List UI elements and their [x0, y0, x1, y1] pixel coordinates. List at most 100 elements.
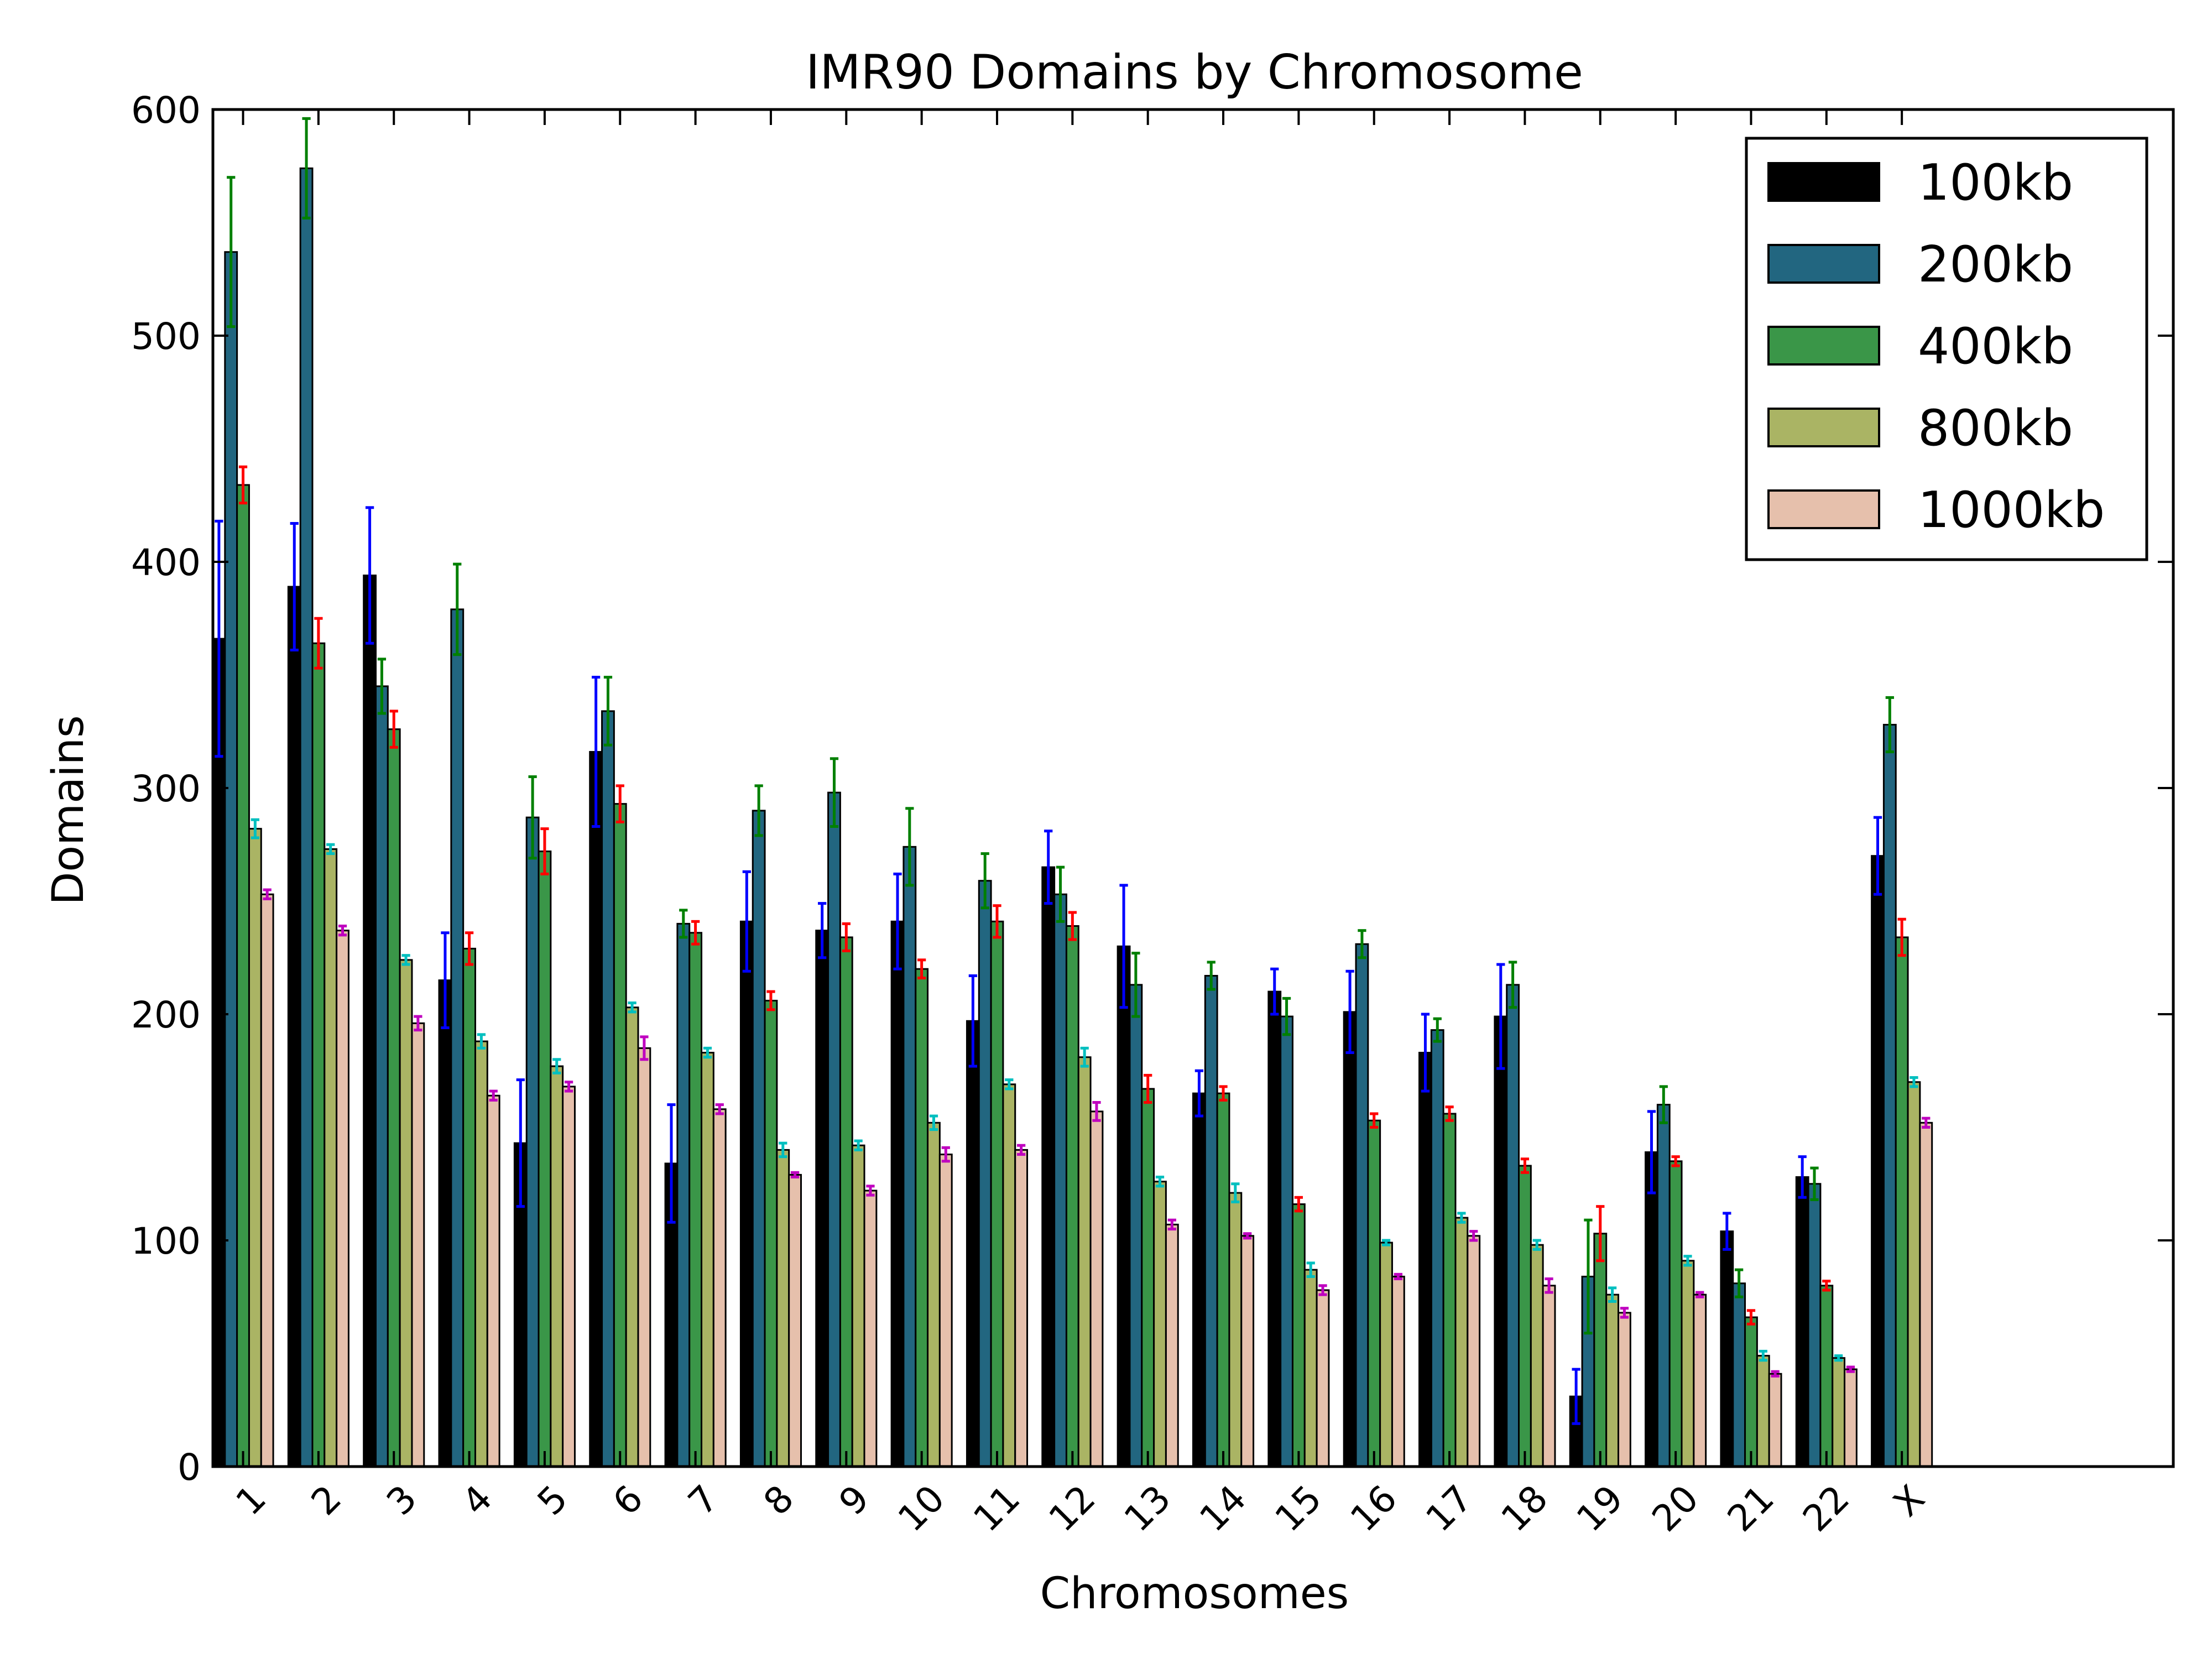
error-bar-400kb-chr19: [1596, 1205, 1605, 1262]
error-bar-100kb-chr5: [516, 1078, 525, 1208]
bar-200kb-chr18: [1506, 984, 1520, 1468]
bar-800kb-chr14: [1228, 1192, 1243, 1468]
error-bar-200kb-chr4: [453, 562, 462, 656]
error-bar-200kb-chr19: [1584, 1218, 1593, 1335]
x-tick-label: 15: [1267, 1477, 1330, 1540]
bar-100kb-chr18: [1494, 1015, 1508, 1468]
x-tick-label: 5: [529, 1477, 576, 1524]
bar-100kb-chr20: [1645, 1151, 1658, 1468]
bar-800kb-chrX: [1907, 1081, 1921, 1468]
bar-200kb-chr9: [827, 791, 841, 1468]
error-bar-1000kb-chr7: [715, 1103, 724, 1115]
error-bar-200kb-chr8: [754, 784, 763, 837]
error-bar-200kb-chr5: [528, 775, 537, 860]
x-tick-label: 8: [755, 1477, 802, 1524]
x-tick-label: 12: [1041, 1477, 1104, 1540]
bar-1000kb-chr13: [1165, 1223, 1179, 1468]
bar-400kb-chr16: [1367, 1119, 1381, 1468]
x-tick-label: X: [1885, 1477, 1933, 1525]
error-bars-layer: [215, 117, 1931, 1425]
error-bar-200kb-chr21: [1735, 1268, 1744, 1298]
bar-200kb-chr1: [224, 251, 238, 1468]
bar-100kb-chr13: [1117, 945, 1131, 1468]
bar-800kb-chr9: [851, 1144, 865, 1468]
bar-200kb-chr11: [978, 880, 992, 1468]
error-bar-800kb-chr9: [854, 1139, 863, 1151]
bar-1000kb-chr14: [1240, 1235, 1255, 1468]
error-bar-100kb-chr20: [1647, 1110, 1656, 1194]
error-bar-800kb-chr20: [1683, 1255, 1692, 1267]
bar-200kb-chr5: [525, 816, 540, 1468]
bar-800kb-chr15: [1303, 1269, 1318, 1468]
bar-400kb-chr17: [1442, 1113, 1457, 1468]
error-bar-400kb-chr5: [540, 827, 549, 875]
error-bar-800kb-chr16: [1381, 1239, 1391, 1246]
bar-200kb-chr6: [601, 710, 615, 1468]
bar-1000kb-chr5: [562, 1086, 576, 1468]
error-bar-800kb-chr19: [1608, 1286, 1617, 1303]
bar-800kb-chr22: [1832, 1357, 1846, 1468]
bar-200kb-chr10: [902, 846, 917, 1468]
bar-100kb-chr11: [966, 1020, 980, 1468]
bar-100kb-chr15: [1267, 990, 1282, 1468]
error-bar-1000kb-chr6: [640, 1035, 649, 1061]
x-axis-label: Chromosomes: [1040, 1569, 1349, 1619]
bar-800kb-chr8: [776, 1149, 790, 1468]
error-bar-400kb-chr2: [314, 617, 323, 670]
error-bar-200kb-chr9: [830, 757, 839, 828]
x-tick-label: 1: [228, 1477, 274, 1524]
bar-1000kb-chr16: [1391, 1275, 1405, 1468]
error-bar-1000kb-chr11: [1016, 1144, 1026, 1156]
bar-800kb-chr18: [1530, 1244, 1544, 1468]
error-bar-200kb-chr22: [1810, 1166, 1819, 1201]
error-bar-400kb-chr6: [615, 784, 624, 823]
bar-800kb-chr13: [1153, 1181, 1167, 1468]
error-bar-400kb-chr22: [1822, 1280, 1831, 1292]
x-tick-label: 19: [1568, 1477, 1631, 1540]
bar-200kb-chr4: [450, 608, 465, 1468]
error-bar-200kb-chr10: [905, 807, 914, 887]
x-tick-label: 17: [1418, 1477, 1481, 1540]
error-bar-1000kb-chr19: [1620, 1307, 1629, 1319]
bar-800kb-chr21: [1756, 1355, 1770, 1468]
error-bar-100kb-chr17: [1421, 1013, 1430, 1093]
bar-400kb-chr4: [462, 947, 476, 1468]
x-tick-label: 2: [303, 1477, 349, 1524]
bar-100kb-chr2: [287, 586, 301, 1468]
error-bar-1000kb-chr13: [1167, 1218, 1176, 1231]
error-bar-400kb-chr18: [1520, 1157, 1530, 1174]
bar-1000kb-chr7: [712, 1108, 727, 1468]
error-bar-200kb-chr11: [980, 852, 989, 910]
bar-400kb-chr11: [990, 920, 1004, 1468]
error-bar-1000kb-chr17: [1469, 1230, 1478, 1242]
bar-100kb-chr12: [1041, 866, 1056, 1468]
bar-800kb-chr17: [1454, 1217, 1469, 1468]
bar-200kb-chr2: [299, 167, 314, 1468]
error-bar-400kb-chr7: [691, 920, 700, 946]
x-tick-label: 20: [1644, 1477, 1707, 1540]
bar-400kb-chr7: [688, 932, 703, 1468]
error-bar-800kb-chr15: [1306, 1261, 1315, 1278]
error-bar-200kb-chr1: [227, 176, 236, 328]
legend-swatch-200kb: [1767, 244, 1880, 284]
bar-200kb-chrX: [1882, 723, 1897, 1468]
bar-800kb-chr5: [550, 1065, 564, 1468]
error-bar-200kb-chr15: [1282, 997, 1291, 1036]
bar-200kb-chr21: [1732, 1282, 1746, 1468]
bar-400kb-chr2: [311, 642, 326, 1468]
bar-1000kb-chr9: [863, 1190, 878, 1468]
error-bar-400kb-chr10: [917, 958, 926, 980]
bar-400kb-chr15: [1291, 1203, 1306, 1468]
error-bar-100kb-chr3: [365, 506, 374, 645]
x-tick-label: 10: [890, 1477, 953, 1540]
error-bar-800kb-chr17: [1457, 1212, 1466, 1224]
error-bar-800kb-chr7: [703, 1046, 712, 1059]
legend-swatch-400kb: [1767, 326, 1880, 366]
error-bar-400kb-chr8: [766, 990, 775, 1011]
error-bar-100kb-chr6: [592, 676, 601, 828]
error-bar-400kb-chr21: [1746, 1309, 1756, 1326]
bar-100kb-chr14: [1192, 1092, 1206, 1468]
error-bar-100kb-chr2: [290, 521, 299, 652]
x-tick-label: 4: [454, 1477, 500, 1524]
error-bar-100kb-chr7: [667, 1103, 676, 1224]
